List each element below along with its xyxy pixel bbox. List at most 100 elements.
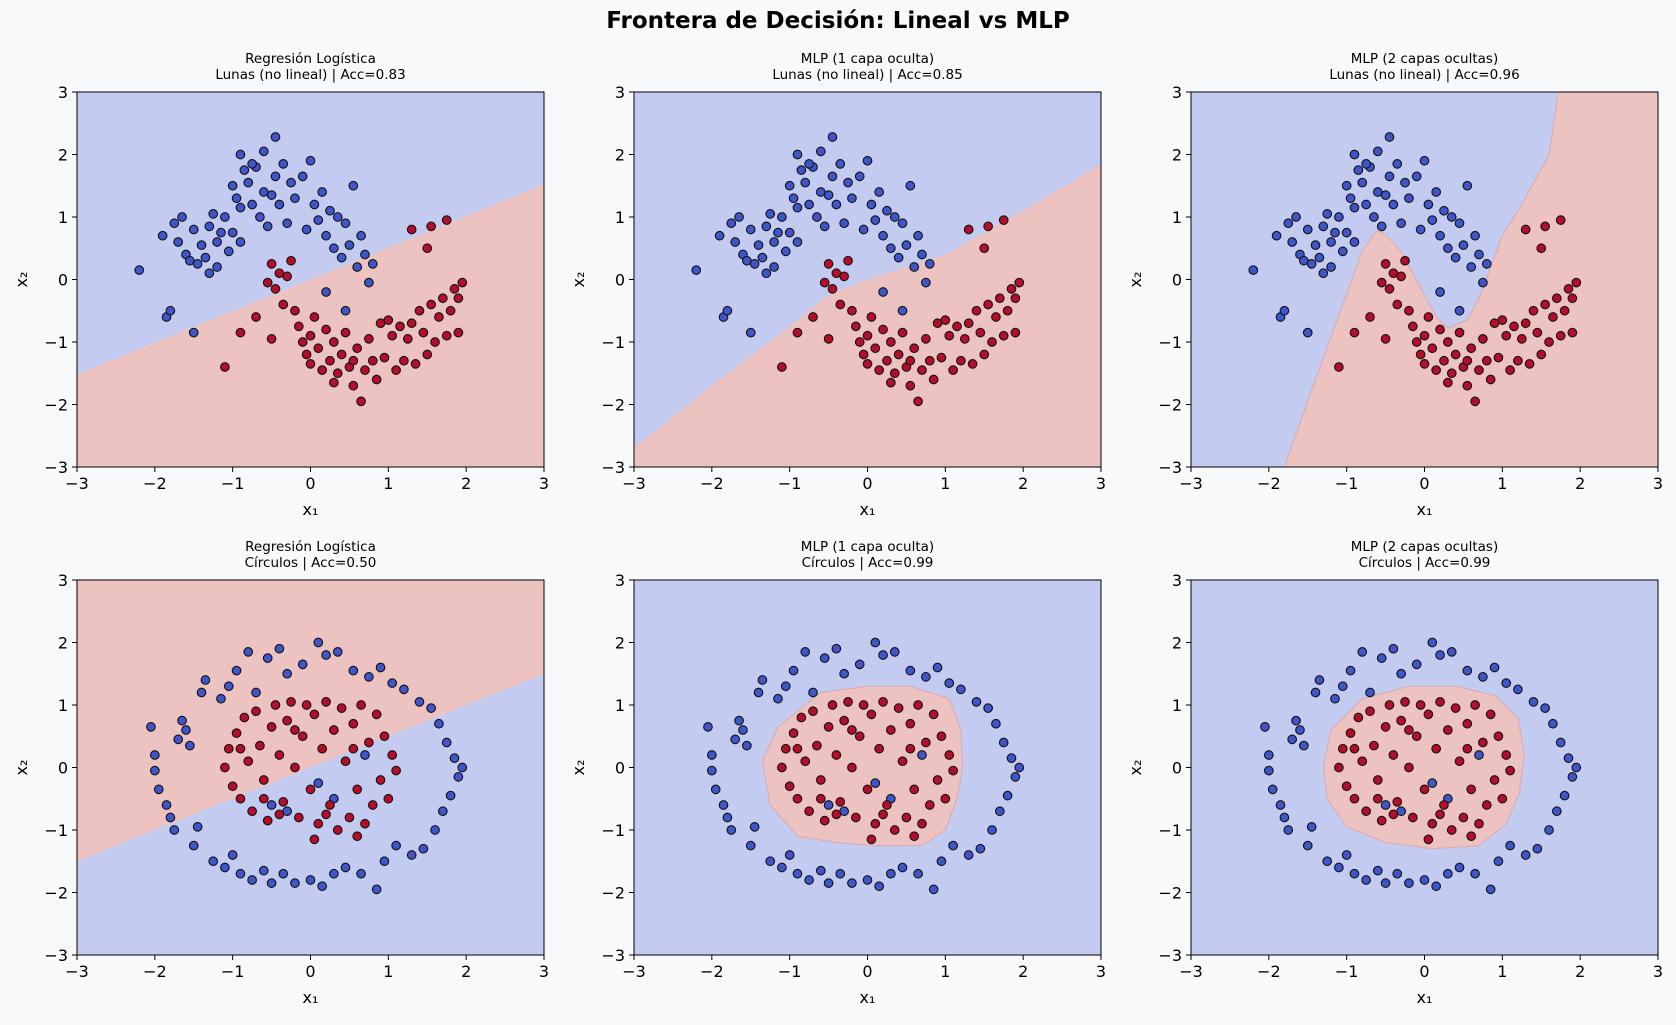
point-class0 (792, 237, 803, 247)
point-class0 (414, 697, 425, 707)
point-class1 (831, 750, 842, 760)
y-tick-label: −3 (601, 946, 625, 965)
point-class1 (1384, 700, 1395, 710)
point-class1 (371, 374, 382, 385)
y-tick-label: 2 (58, 146, 68, 165)
point-class0 (223, 246, 234, 257)
point-class1 (1334, 762, 1344, 773)
point-class1 (917, 818, 927, 829)
point-class1 (897, 327, 908, 338)
point-class1 (371, 709, 382, 720)
point-class0 (718, 800, 729, 810)
point-class0 (1295, 725, 1305, 735)
point-class0 (1489, 662, 1500, 673)
point-class0 (321, 230, 331, 241)
point-class1 (282, 271, 293, 282)
point-class0 (235, 202, 246, 213)
point-class1 (449, 284, 460, 294)
point-class0 (730, 237, 741, 247)
point-class0 (329, 243, 339, 254)
point-class1 (967, 359, 978, 369)
region-class1 (1322, 685, 1525, 850)
point-class1 (1407, 321, 1418, 332)
point-class1 (1567, 293, 1578, 304)
subplot-5: −3−3 −2 −2 −1 −1 0 0 1 1 2 2 3 3 MLP (1 capa oculta)C… (569, 539, 1106, 1007)
point-class0 (340, 218, 351, 229)
point-class1 (843, 697, 853, 707)
point-class0 (1326, 237, 1336, 247)
y-tick-label: −2 (1158, 884, 1182, 903)
point-class0 (749, 822, 760, 832)
point-class0 (843, 177, 853, 188)
point-class1 (399, 355, 409, 366)
point-class0 (1474, 249, 1484, 260)
subplot-4: −3−3 −2 −2 −1 −1 0 0 1 1 2 2 3 3 Regresión LogísticaC… (12, 539, 549, 1007)
y-tick-label: −3 (1158, 946, 1182, 965)
point-class1 (835, 299, 846, 310)
x-tick-label: −1 (778, 962, 802, 981)
point-class1 (274, 750, 285, 760)
point-class1 (827, 700, 838, 710)
point-class1 (406, 318, 417, 329)
point-class1 (434, 312, 444, 322)
point-class1 (301, 700, 312, 710)
point-class0 (1287, 237, 1298, 247)
point-class0 (266, 800, 277, 810)
point-class1 (839, 715, 850, 726)
point-class1 (422, 349, 433, 360)
x-tick-label: 2 (1018, 962, 1028, 981)
point-class0 (1372, 865, 1383, 876)
point-class0 (714, 230, 725, 241)
y-tick-label: −1 (601, 821, 625, 840)
point-class1 (1380, 334, 1391, 344)
point-class1 (885, 725, 896, 735)
point-class0 (282, 668, 293, 679)
point-class0 (780, 246, 791, 257)
point-class1 (1349, 793, 1360, 804)
point-class0 (247, 159, 257, 169)
point-class1 (1376, 277, 1387, 288)
point-class0 (1439, 205, 1449, 216)
point-class1 (1435, 809, 1445, 820)
point-class1 (329, 377, 339, 388)
point-class1 (1470, 396, 1480, 407)
point-class0 (165, 305, 176, 316)
point-class0 (1302, 840, 1313, 851)
subplot-title-line2: Lunas (no lineal) | Acc=0.96 (1329, 67, 1519, 83)
point-class1 (885, 377, 896, 388)
point-class1 (862, 784, 873, 795)
point-class0 (1283, 218, 1294, 229)
point-class0 (258, 865, 269, 876)
point-class0 (878, 230, 888, 241)
point-class1 (352, 784, 363, 795)
point-class0 (449, 753, 460, 763)
point-class1 (332, 825, 343, 835)
point-class1 (1404, 762, 1414, 773)
y-tick-label: −2 (44, 396, 68, 415)
point-class0 (1357, 177, 1368, 188)
subplot-title-line2: Lunas (no lineal) | Acc=0.83 (215, 67, 405, 83)
point-class0 (870, 215, 881, 225)
point-class1 (356, 396, 366, 407)
point-class1 (847, 762, 857, 773)
point-class0 (921, 672, 931, 682)
point-class1 (360, 365, 370, 375)
point-class0 (874, 881, 885, 892)
point-class0 (889, 212, 900, 222)
point-class0 (216, 693, 226, 704)
point-class0 (726, 218, 737, 229)
point-class1 (823, 334, 834, 344)
point-class1 (831, 809, 842, 820)
point-class0 (1345, 193, 1356, 204)
point-class0 (332, 647, 343, 657)
point-class0 (1551, 806, 1562, 817)
x-tick-label: 2 (461, 962, 471, 981)
point-class0 (1532, 843, 1543, 854)
point-class1 (262, 277, 273, 288)
point-class1 (780, 743, 791, 754)
point-class1 (1474, 365, 1484, 375)
x-tick-label: −2 (700, 474, 724, 493)
point-class1 (975, 327, 986, 338)
point-class0 (691, 265, 702, 275)
